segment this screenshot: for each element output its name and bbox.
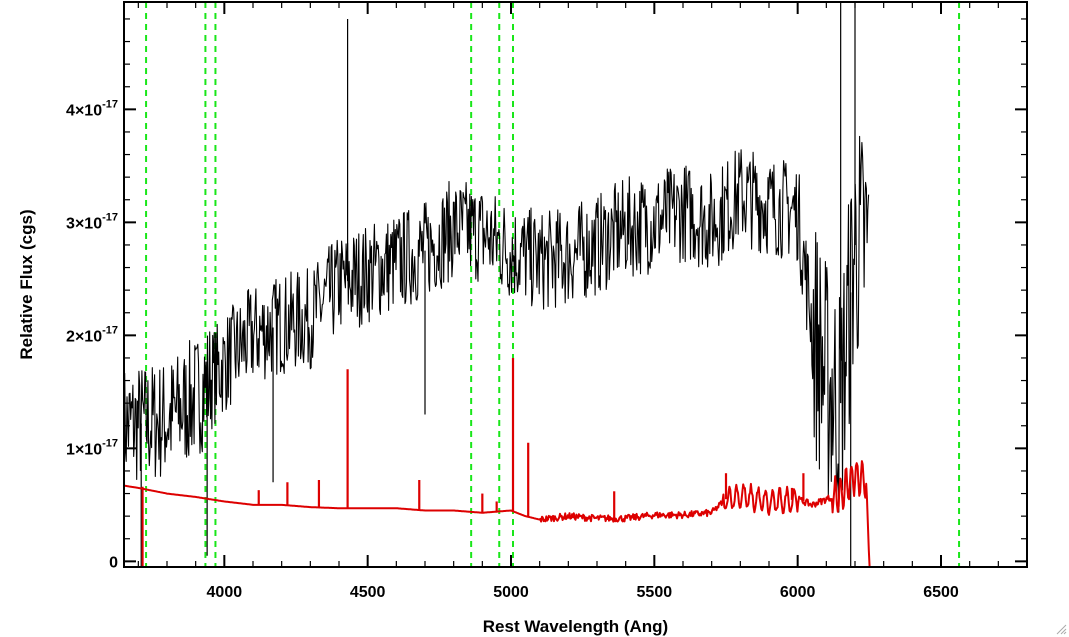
y-tick-label: 1×10-17 <box>66 437 118 458</box>
x-tick-label: 6000 <box>780 584 816 601</box>
y-tick-label: 3×10-17 <box>66 211 118 232</box>
model-spectrum-series <box>123 357 1028 568</box>
y-axis-label: Relative Flux (cgs) <box>17 209 36 359</box>
y-tick-label: 2×10-17 <box>66 324 118 345</box>
model-spectrum-line <box>123 460 1028 568</box>
y-tick-label: 0 <box>109 554 118 571</box>
y-tick-label: 4×10-17 <box>66 98 118 119</box>
x-tick-label: 4500 <box>350 584 386 601</box>
x-tick-label: 5000 <box>493 584 529 601</box>
axes: 4000 4500 5000 5500 6000 6500 0 1×10-17 2×10-17 3… <box>66 1 1028 601</box>
x-axis-label: Rest Wavelength (Ang) <box>483 617 668 636</box>
x-tick-label: 5500 <box>637 584 673 601</box>
resize-grip-icon[interactable] <box>1055 623 1067 635</box>
observed-spectrum-line <box>123 135 870 513</box>
x-tick-label: 6500 <box>923 584 959 601</box>
plot-frame <box>123 1 1028 568</box>
observed-spectrum-series <box>123 2 870 567</box>
x-tick-label: 4000 <box>207 584 243 601</box>
